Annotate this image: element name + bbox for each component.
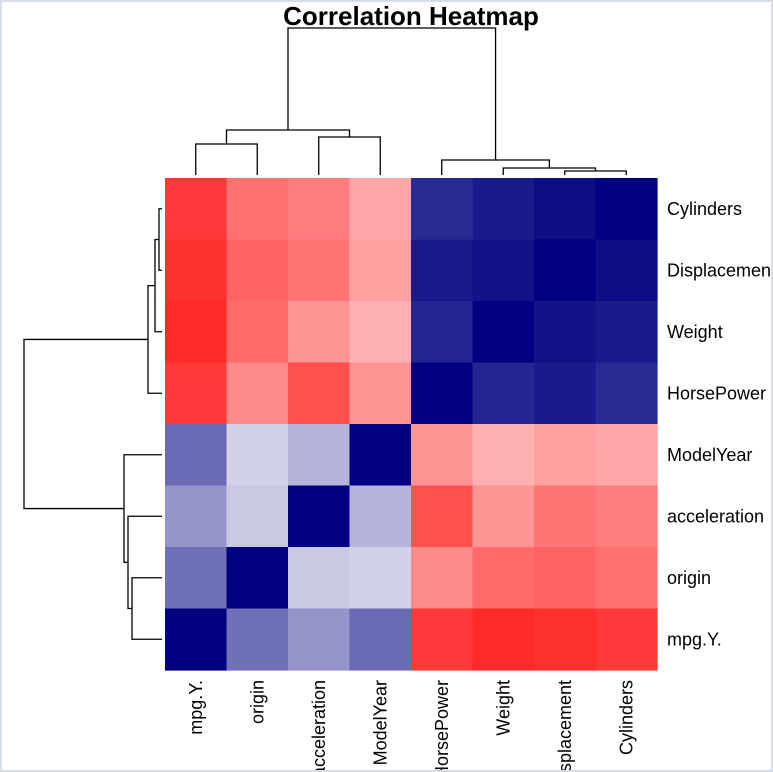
heatmap-cell (165, 608, 228, 671)
heatmap-cell (165, 301, 228, 364)
heatmap-cell (595, 424, 658, 487)
heatmap-cell (226, 362, 289, 425)
heatmap-cell (411, 301, 474, 364)
heatmap-cell (411, 424, 474, 487)
heatmap-cell (288, 239, 351, 302)
dendrogram-branch (123, 454, 162, 564)
heatmap-cell (595, 485, 658, 548)
heatmap-cell (349, 424, 412, 487)
heatmap-cell (595, 547, 658, 610)
heatmap-cell (595, 608, 658, 671)
column-label: mpg.Y. (186, 680, 206, 735)
heatmap-cell (165, 239, 228, 302)
heatmap-cell (411, 239, 474, 302)
heatmap-cell (165, 485, 228, 548)
heatmap-cell (411, 485, 474, 548)
row-label: Weight (667, 322, 723, 342)
row-label: acceleration (667, 506, 764, 526)
dendrogram-branch (127, 515, 162, 610)
heatmap-cell (411, 608, 474, 671)
heatmap-cell (165, 362, 228, 425)
heatmap-cell (411, 362, 474, 425)
heatmap-cell (534, 239, 597, 302)
row-label: Cylinders (667, 199, 742, 219)
heatmap-cell (472, 362, 535, 425)
heatmap-cell (288, 301, 351, 364)
heatmap-cell (534, 608, 597, 671)
row-labels: Cylinders Displacement Weight HorsePower Mod… (667, 199, 771, 650)
heatmap-cell (226, 301, 289, 364)
heatmap-cell (226, 424, 289, 487)
heatmap-cell (288, 608, 351, 671)
column-label: Cylinders (616, 680, 636, 755)
heatmap-cell (288, 178, 351, 241)
heatmap-cell (226, 547, 289, 610)
heatmap-cell (472, 608, 535, 671)
heatmap-cell (595, 178, 658, 241)
heatmap-cell (534, 485, 597, 548)
column-label: HorsePower (432, 680, 452, 770)
heatmap-cell (349, 362, 412, 425)
heatmap-cell (534, 362, 597, 425)
dendrogram-branch (287, 27, 497, 160)
dendrogram-branch (131, 577, 162, 640)
heatmap-cell (472, 547, 535, 610)
heatmap-cell (349, 239, 412, 302)
dendrogram-branch (564, 170, 627, 175)
heatmap-cell (411, 178, 474, 241)
heatmap-cell (288, 362, 351, 425)
heatmap-cell (349, 547, 412, 610)
heatmap-cell (411, 547, 474, 610)
heatmap-cell (472, 424, 535, 487)
heatmap-cell (288, 424, 351, 487)
heatmap-cell (472, 239, 535, 302)
dendrogram-branch (23, 338, 148, 510)
heatmap-cell (226, 239, 289, 302)
row-dendrogram (23, 208, 162, 640)
heatmap-cell (288, 547, 351, 610)
heatmap-cells (165, 178, 658, 671)
heatmap-cell (472, 485, 535, 548)
heatmap-cell (349, 178, 412, 241)
row-label: origin (667, 568, 711, 588)
heatmap-cell (165, 547, 228, 610)
heatmap-cell (349, 485, 412, 548)
heatmap-cell (472, 178, 535, 241)
column-labels: mpg.Y. origin acceleration ModelYear HorsePo… (186, 680, 637, 770)
row-label: HorsePower (667, 383, 766, 403)
heatmap-cell (165, 178, 228, 241)
heatmap-cell (595, 362, 658, 425)
column-label: ModelYear (370, 680, 390, 765)
row-label: Displacement (667, 260, 771, 280)
dendrogram-branch (318, 136, 381, 175)
heatmap-cell (349, 301, 412, 364)
dendrogram-branch (158, 208, 162, 271)
column-dendrogram (195, 27, 627, 175)
heatmap-cell (226, 178, 289, 241)
column-label: acceleration (309, 680, 329, 770)
heatmap-cell (349, 608, 412, 671)
heatmap-cell (226, 608, 289, 671)
heatmap-cell (595, 301, 658, 364)
dendrogram-branch (195, 143, 258, 175)
column-label: origin (247, 680, 267, 724)
heatmap-cell (226, 485, 289, 548)
heatmap-cell (595, 239, 658, 302)
heatmap-cell (288, 485, 351, 548)
column-label: Weight (493, 680, 513, 736)
column-label: Displacement (555, 680, 575, 770)
heatmap-cell (534, 547, 597, 610)
row-label: ModelYear (667, 445, 752, 465)
heatmap-cell (472, 301, 535, 364)
heatmap-cell (534, 301, 597, 364)
row-label: mpg.Y. (667, 629, 722, 649)
heatmap-cell (534, 424, 597, 487)
heatmap-cell (534, 178, 597, 241)
heatmap-cell (165, 424, 228, 487)
chart-title: Correlation Heatmap (283, 2, 539, 31)
